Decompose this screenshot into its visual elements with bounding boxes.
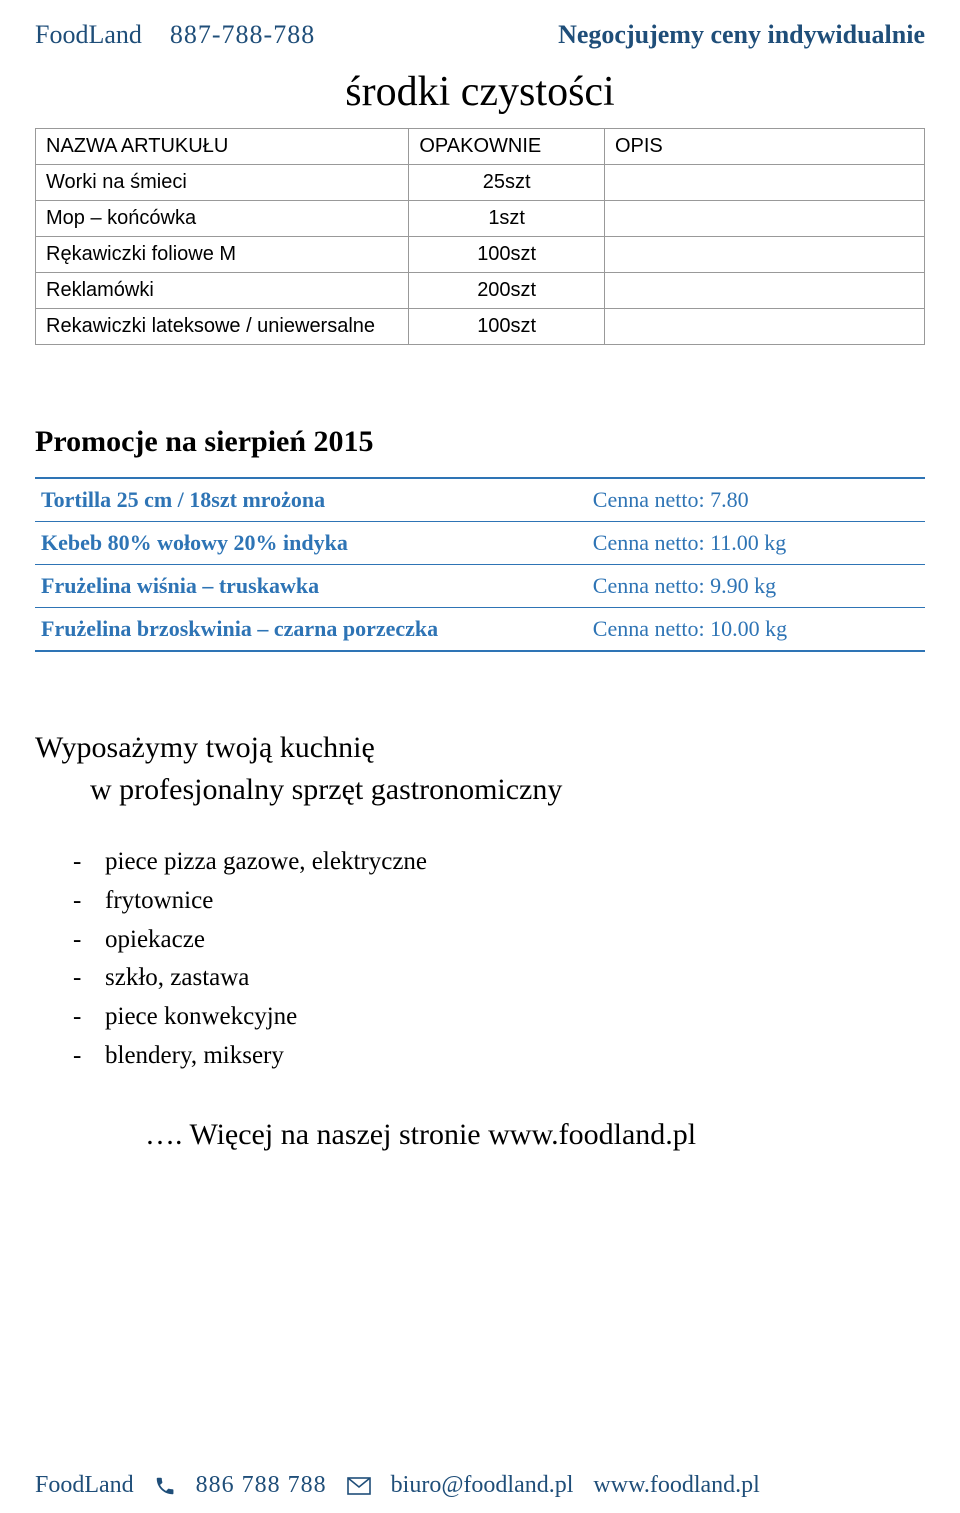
table-row: Rękawiczki foliowe M 100szt xyxy=(36,237,925,273)
promo-price: Cenna netto: 9.90 kg xyxy=(587,565,925,608)
cell-desc xyxy=(604,237,924,273)
cell-desc xyxy=(604,309,924,345)
header-phone: 887-788-788 xyxy=(170,20,315,50)
table-row: Worki na śmieci 25szt xyxy=(36,165,925,201)
cleaning-table: NAZWA ARTUKUŁU OPAKOWNIE OPIS Worki na ś… xyxy=(35,128,925,345)
table-header-row: NAZWA ARTUKUŁU OPAKOWNIE OPIS xyxy=(36,129,925,165)
promo-section-title: Promocje na sierpień 2015 xyxy=(35,425,925,459)
table-row: Mop – końcówka 1szt xyxy=(36,201,925,237)
footer-brand: FoodLand xyxy=(35,1472,134,1499)
list-item: piece pizza gazowe, elektryczne xyxy=(105,843,925,882)
promo-price: Cenna netto: 7.80 xyxy=(587,478,925,522)
cell-package: 25szt xyxy=(409,165,605,201)
promo-price: Cenna netto: 11.00 kg xyxy=(587,522,925,565)
equipment-list: piece pizza gazowe, elektryczne frytowni… xyxy=(35,843,925,1076)
col-header-name: NAZWA ARTUKUŁU xyxy=(36,129,409,165)
cell-name: Mop – końcówka xyxy=(36,201,409,237)
footer-phone: 886 788 788 xyxy=(196,1472,327,1499)
promo-name: Kebeb 80% wołowy 20% indyka xyxy=(35,522,587,565)
cell-package: 100szt xyxy=(409,237,605,273)
cell-name: Worki na śmieci xyxy=(36,165,409,201)
phone-icon xyxy=(154,1475,176,1497)
header-tagline: Negocjujemy ceny indywidualnie xyxy=(558,20,925,50)
list-item: opiekacze xyxy=(105,921,925,960)
cell-name: Rękawiczki foliowe M xyxy=(36,237,409,273)
promo-name: Tortilla 25 cm / 18szt mrożona xyxy=(35,478,587,522)
more-info: …. Więcej na naszej stronie www.foodland… xyxy=(35,1118,925,1152)
equipment-title: Wyposażymy twoją kuchnię w profesjonalny… xyxy=(35,727,925,811)
footer-url: www.foodland.pl xyxy=(593,1472,759,1499)
equip-title-line2: w profesjonalny sprzęt gastronomiczny xyxy=(35,769,925,811)
cleaning-section-title: środki czystości xyxy=(35,68,925,116)
page-footer: FoodLand 886 788 788 biuro@foodland.pl w… xyxy=(35,1472,925,1499)
promo-price: Cenna netto: 10.00 kg xyxy=(587,608,925,652)
cell-name: Reklamówki xyxy=(36,273,409,309)
promo-row: Frużelina brzoskwinia – czarna porzeczka… xyxy=(35,608,925,652)
list-item: frytownice xyxy=(105,882,925,921)
promo-row: Tortilla 25 cm / 18szt mrożona Cenna net… xyxy=(35,478,925,522)
table-row: Rekawiczki lateksowe / uniewersalne 100s… xyxy=(36,309,925,345)
equip-title-line1: Wyposażymy twoją kuchnię xyxy=(35,731,375,764)
col-header-desc: OPIS xyxy=(604,129,924,165)
page-header: FoodLand 887-788-788 Negocjujemy ceny in… xyxy=(35,20,925,50)
promo-name: Frużelina wiśnia – truskawka xyxy=(35,565,587,608)
list-item: piece konwekcyjne xyxy=(105,998,925,1037)
table-row: Reklamówki 200szt xyxy=(36,273,925,309)
promo-row: Frużelina wiśnia – truskawka Cenna netto… xyxy=(35,565,925,608)
cell-desc xyxy=(604,201,924,237)
list-item: szkło, zastawa xyxy=(105,959,925,998)
promo-row: Kebeb 80% wołowy 20% indyka Cenna netto:… xyxy=(35,522,925,565)
header-left: FoodLand 887-788-788 xyxy=(35,20,315,50)
mail-icon xyxy=(347,1477,371,1495)
footer-email: biuro@foodland.pl xyxy=(391,1472,574,1499)
col-header-package: OPAKOWNIE xyxy=(409,129,605,165)
cell-desc xyxy=(604,273,924,309)
promo-name: Frużelina brzoskwinia – czarna porzeczka xyxy=(35,608,587,652)
promo-table: Tortilla 25 cm / 18szt mrożona Cenna net… xyxy=(35,477,925,652)
cell-name: Rekawiczki lateksowe / uniewersalne xyxy=(36,309,409,345)
cell-package: 200szt xyxy=(409,273,605,309)
brand-name: FoodLand xyxy=(35,20,142,50)
list-item: blendery, miksery xyxy=(105,1037,925,1076)
cell-package: 100szt xyxy=(409,309,605,345)
cell-desc xyxy=(604,165,924,201)
cell-package: 1szt xyxy=(409,201,605,237)
